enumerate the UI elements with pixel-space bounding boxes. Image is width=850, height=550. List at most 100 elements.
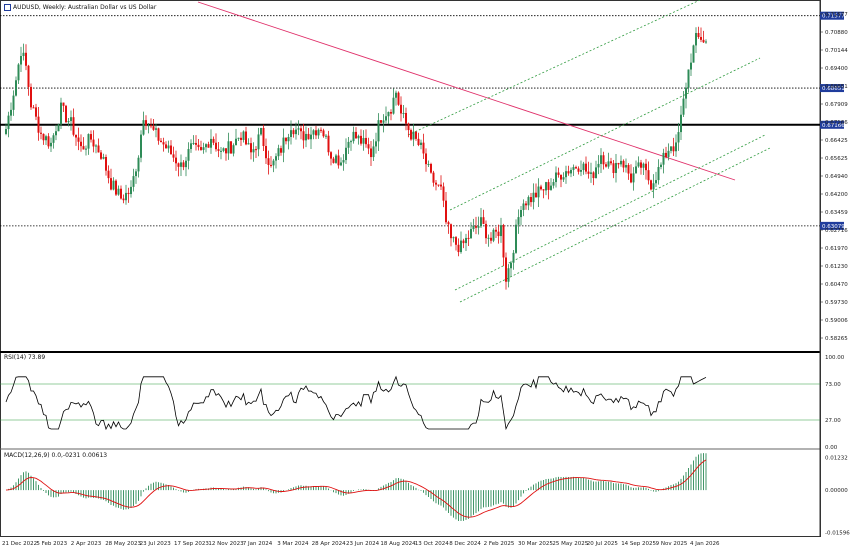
candle bbox=[572, 164, 575, 177]
candle bbox=[352, 126, 355, 144]
candle bbox=[330, 151, 332, 166]
candle bbox=[172, 146, 175, 162]
candle bbox=[670, 146, 672, 154]
chart-header: AUDUSD, Weekly: Australian Dollar vs US … bbox=[4, 4, 156, 11]
price-tick-label: 0.66425 bbox=[825, 138, 848, 144]
candle bbox=[285, 137, 287, 145]
candle bbox=[350, 139, 352, 151]
rsi-line bbox=[5, 375, 707, 431]
candle bbox=[197, 138, 200, 151]
macd-tick-label: -0.01596 bbox=[825, 531, 850, 537]
price-tick-label: 0.63459 bbox=[825, 210, 848, 216]
candle bbox=[260, 127, 262, 136]
candle bbox=[460, 231, 462, 254]
candle bbox=[52, 133, 55, 149]
candle bbox=[625, 158, 627, 173]
time-tick-label: 7 Jan 2024 bbox=[243, 541, 273, 547]
candle bbox=[192, 135, 195, 146]
candle bbox=[47, 133, 50, 149]
candle bbox=[355, 127, 357, 139]
candle bbox=[380, 120, 382, 124]
channel-line bbox=[407, 0, 701, 136]
candle bbox=[342, 154, 345, 171]
candle bbox=[5, 123, 7, 136]
candle bbox=[615, 154, 617, 183]
candle bbox=[227, 132, 230, 160]
candle bbox=[412, 123, 415, 147]
candle bbox=[347, 136, 350, 155]
candle bbox=[75, 134, 77, 146]
time-tick-label: 30 Mar 2025 bbox=[518, 541, 553, 547]
price-tag-label: 0.63079 bbox=[822, 224, 845, 230]
price-tick-label: 0.59730 bbox=[825, 300, 848, 306]
candle bbox=[552, 178, 555, 189]
candle bbox=[212, 136, 215, 146]
time-tick-label: 25 May 2025 bbox=[552, 541, 588, 547]
candle bbox=[225, 148, 227, 161]
candle bbox=[695, 27, 697, 54]
candle bbox=[667, 143, 670, 161]
candle bbox=[280, 145, 282, 156]
candle bbox=[365, 129, 367, 148]
candle bbox=[220, 146, 222, 160]
candle bbox=[385, 106, 387, 124]
price-tick-label: 0.70880 bbox=[825, 30, 848, 36]
price-tick-label: 0.61230 bbox=[825, 264, 848, 270]
candle bbox=[632, 167, 635, 191]
candle bbox=[395, 90, 397, 106]
candle bbox=[77, 127, 80, 151]
candle bbox=[262, 124, 265, 151]
channel-line bbox=[449, 57, 761, 211]
candle bbox=[560, 174, 562, 188]
candle bbox=[377, 113, 380, 152]
candle bbox=[157, 127, 160, 145]
candle bbox=[245, 126, 247, 146]
candle bbox=[265, 138, 267, 164]
candle bbox=[397, 91, 400, 106]
candle bbox=[160, 137, 162, 143]
time-tick-label: 18 Aug 2024 bbox=[380, 541, 416, 547]
candle bbox=[137, 155, 140, 178]
candle bbox=[235, 128, 237, 146]
candle bbox=[462, 238, 465, 249]
candle bbox=[532, 183, 535, 210]
macd-label: MACD(12,26,9) 0.0,-0231 0.00613 bbox=[4, 452, 108, 459]
candle bbox=[452, 236, 455, 243]
candle bbox=[177, 162, 180, 177]
candle bbox=[575, 165, 577, 169]
candle bbox=[290, 120, 292, 145]
candle bbox=[450, 223, 452, 247]
candle bbox=[275, 153, 277, 169]
candle bbox=[470, 222, 472, 240]
candle bbox=[580, 160, 582, 177]
candle bbox=[147, 123, 150, 134]
time-tick-label: 13 Oct 2024 bbox=[415, 541, 450, 547]
time-tick-label: 20 Jul 2025 bbox=[587, 541, 619, 547]
candle bbox=[617, 162, 620, 169]
candle bbox=[595, 160, 597, 179]
candle bbox=[162, 137, 165, 152]
candle bbox=[530, 192, 532, 207]
candle bbox=[300, 125, 302, 140]
macd-tick-label: 0.00000 bbox=[825, 488, 848, 494]
candle bbox=[207, 141, 210, 148]
candle bbox=[602, 151, 605, 170]
candle bbox=[27, 64, 30, 96]
grid-icon bbox=[4, 4, 11, 11]
candle bbox=[435, 180, 437, 191]
candle bbox=[120, 185, 122, 200]
candle bbox=[487, 234, 490, 247]
candle bbox=[390, 109, 392, 121]
candle bbox=[92, 130, 95, 153]
candle bbox=[642, 162, 645, 176]
candle bbox=[520, 205, 522, 226]
candle bbox=[500, 217, 502, 243]
candle bbox=[425, 148, 427, 172]
price-tag bbox=[820, 221, 844, 230]
candle bbox=[305, 126, 307, 148]
candle bbox=[512, 249, 515, 270]
candle bbox=[145, 115, 147, 130]
candle bbox=[112, 177, 115, 191]
candle bbox=[582, 161, 585, 175]
candle bbox=[337, 149, 340, 169]
